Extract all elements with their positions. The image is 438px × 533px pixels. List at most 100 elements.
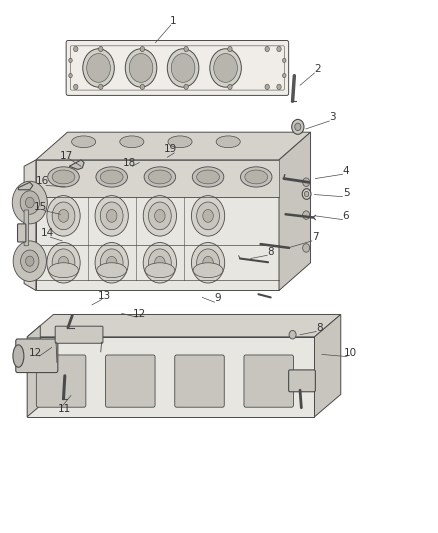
Polygon shape [314,314,341,417]
Polygon shape [36,132,311,160]
Ellipse shape [71,136,95,148]
Ellipse shape [49,263,78,278]
FancyBboxPatch shape [24,210,28,246]
Circle shape [155,256,165,269]
Circle shape [58,209,69,222]
Circle shape [58,256,69,269]
Ellipse shape [145,263,175,278]
Text: 18: 18 [123,158,136,167]
FancyBboxPatch shape [106,355,155,407]
Polygon shape [27,314,341,337]
Text: 2: 2 [314,64,321,74]
Text: 17: 17 [60,151,73,160]
Circle shape [100,249,123,277]
Circle shape [265,84,269,90]
Circle shape [191,243,225,283]
Text: 8: 8 [267,247,274,256]
Polygon shape [69,160,84,169]
Circle shape [203,256,213,269]
Circle shape [167,49,199,87]
Ellipse shape [13,345,24,367]
Text: 1: 1 [170,17,177,26]
Ellipse shape [193,263,223,278]
Ellipse shape [144,167,176,187]
Text: 5: 5 [343,188,350,198]
Circle shape [303,211,310,220]
Ellipse shape [168,136,192,148]
Text: 9: 9 [215,294,222,303]
Text: 12: 12 [29,348,42,358]
Text: 8: 8 [316,323,323,333]
FancyBboxPatch shape [55,326,103,343]
Ellipse shape [48,167,79,187]
Text: 10: 10 [344,348,357,358]
Polygon shape [36,160,279,197]
Circle shape [52,202,75,230]
Polygon shape [27,326,40,417]
Circle shape [69,74,72,78]
Ellipse shape [148,170,171,184]
Circle shape [283,58,286,62]
Circle shape [106,256,117,269]
Circle shape [303,244,310,252]
Circle shape [203,209,213,222]
Text: 11: 11 [58,405,71,414]
Text: 19: 19 [164,144,177,154]
Circle shape [184,84,188,90]
Circle shape [265,46,269,52]
Circle shape [228,84,232,90]
Circle shape [171,54,195,83]
Circle shape [129,54,153,83]
FancyBboxPatch shape [16,339,58,373]
Ellipse shape [240,167,272,187]
Polygon shape [36,160,279,290]
Ellipse shape [192,167,224,187]
Circle shape [289,330,296,339]
Circle shape [277,46,281,52]
Circle shape [197,202,219,230]
Circle shape [125,49,157,87]
Ellipse shape [216,136,240,148]
FancyBboxPatch shape [244,355,293,407]
FancyBboxPatch shape [66,41,289,95]
Circle shape [100,202,123,230]
Circle shape [21,250,39,272]
Circle shape [25,197,34,208]
Circle shape [148,249,171,277]
Circle shape [143,243,177,283]
Ellipse shape [97,263,127,278]
Circle shape [292,119,304,134]
Circle shape [283,74,286,78]
Text: 14: 14 [41,229,54,238]
FancyBboxPatch shape [36,355,86,407]
Text: 16: 16 [36,176,49,186]
Circle shape [69,58,72,62]
Circle shape [302,189,311,199]
Polygon shape [27,337,314,417]
Circle shape [26,256,34,266]
Circle shape [184,46,188,52]
Ellipse shape [120,136,144,148]
Text: 3: 3 [329,112,336,122]
Circle shape [47,196,80,236]
Ellipse shape [96,167,127,187]
Circle shape [295,123,301,131]
Polygon shape [18,182,33,190]
Polygon shape [24,160,36,290]
Circle shape [106,209,117,222]
Circle shape [12,181,47,224]
FancyBboxPatch shape [175,355,224,407]
Circle shape [74,46,78,52]
Text: 4: 4 [343,166,350,175]
Circle shape [95,243,128,283]
Circle shape [228,46,232,52]
Ellipse shape [100,170,123,184]
Circle shape [74,84,78,90]
Circle shape [155,209,165,222]
Ellipse shape [52,170,75,184]
Circle shape [277,84,281,90]
Circle shape [52,249,75,277]
Circle shape [197,249,219,277]
Text: 15: 15 [34,202,47,212]
Circle shape [140,84,145,90]
